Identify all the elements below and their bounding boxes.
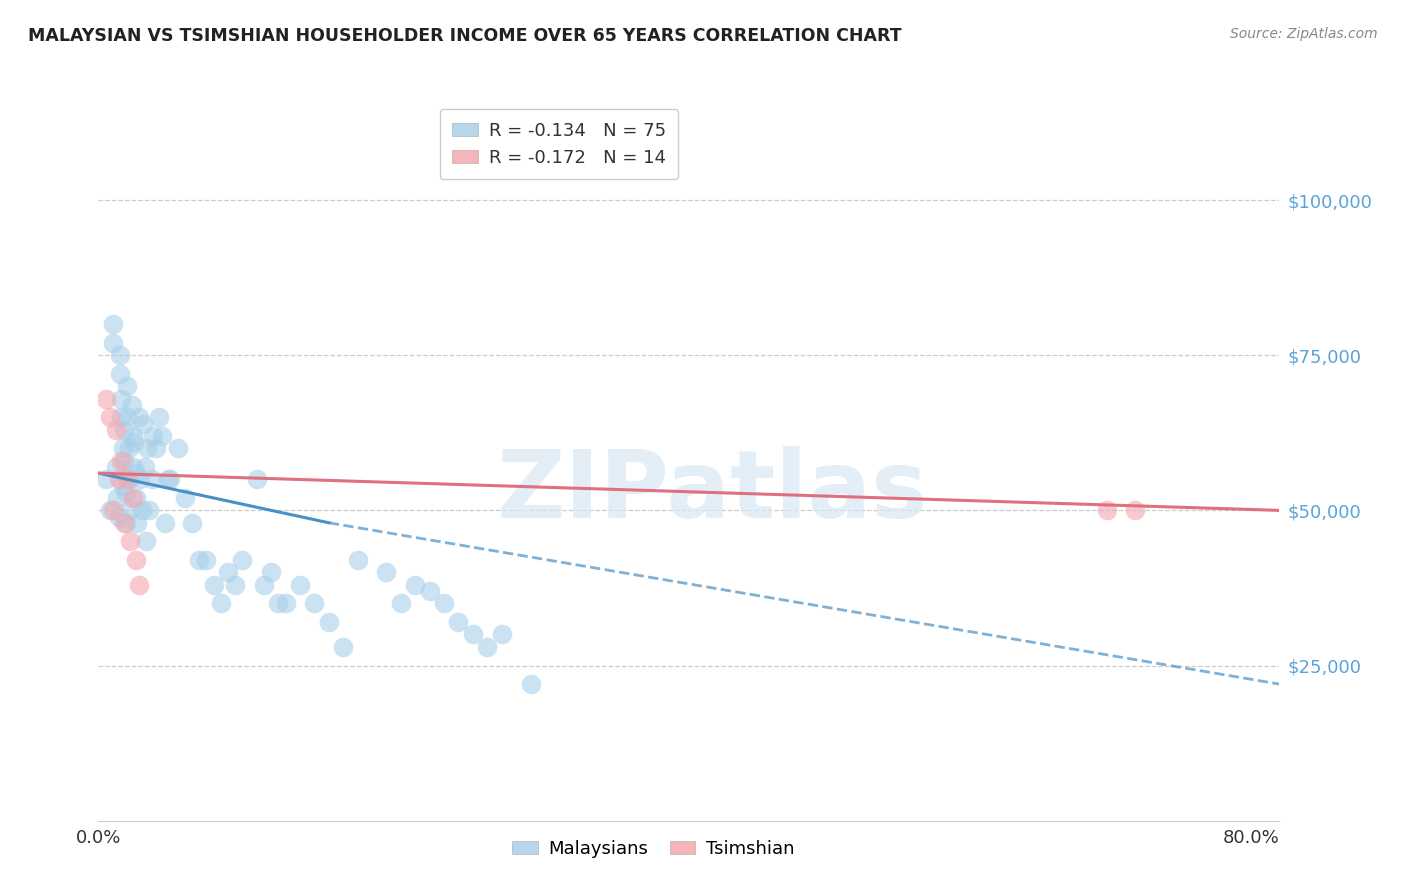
Point — [346, 553, 368, 567]
Point — [267, 597, 290, 611]
Text: ZIPatlas: ZIPatlas — [496, 446, 928, 539]
Point — [404, 578, 426, 592]
Point — [104, 423, 127, 437]
Point — [150, 429, 173, 443]
Point — [181, 516, 204, 530]
Point — [115, 472, 138, 486]
Point — [122, 459, 145, 474]
Point — [110, 392, 132, 406]
Point — [166, 442, 188, 456]
Point — [114, 484, 136, 499]
Point — [519, 677, 541, 691]
Point — [110, 410, 132, 425]
Point — [125, 491, 148, 505]
Point — [173, 491, 195, 505]
Point — [108, 348, 131, 362]
Point — [217, 566, 239, 580]
Point — [159, 472, 181, 486]
Point — [491, 627, 513, 641]
Point — [115, 410, 138, 425]
Point — [112, 454, 135, 468]
Point — [129, 472, 152, 486]
Point — [253, 578, 276, 592]
Point — [1095, 503, 1118, 517]
Point — [104, 459, 127, 474]
Point — [122, 429, 145, 443]
Point — [433, 597, 456, 611]
Point — [142, 429, 165, 443]
Point — [318, 615, 340, 629]
Point — [274, 597, 297, 611]
Point — [188, 553, 211, 567]
Point — [419, 584, 441, 599]
Point — [107, 509, 129, 524]
Point — [101, 503, 124, 517]
Point — [122, 491, 145, 505]
Point — [447, 615, 470, 629]
Point — [127, 516, 149, 530]
Point — [115, 379, 138, 393]
Point — [332, 640, 354, 654]
Point — [148, 410, 170, 425]
Point — [132, 417, 155, 431]
Point — [105, 491, 128, 505]
Text: Source: ZipAtlas.com: Source: ZipAtlas.com — [1230, 27, 1378, 41]
Point — [156, 472, 179, 486]
Point — [118, 442, 141, 456]
Point — [94, 472, 117, 486]
Text: MALAYSIAN VS TSIMSHIAN HOUSEHOLDER INCOME OVER 65 YEARS CORRELATION CHART: MALAYSIAN VS TSIMSHIAN HOUSEHOLDER INCOM… — [28, 27, 901, 45]
Point — [101, 335, 124, 350]
Point — [128, 578, 150, 592]
Point — [110, 454, 132, 468]
Point — [461, 627, 484, 641]
Point — [195, 553, 218, 567]
Point — [121, 398, 143, 412]
Point — [153, 516, 176, 530]
Point — [120, 472, 142, 486]
Point — [202, 578, 225, 592]
Point — [389, 597, 412, 611]
Point — [125, 553, 148, 567]
Point — [375, 566, 398, 580]
Point — [112, 423, 135, 437]
Point — [138, 503, 160, 517]
Point — [145, 442, 167, 456]
Point — [108, 367, 131, 381]
Point — [1125, 503, 1147, 517]
Point — [98, 503, 121, 517]
Point — [120, 503, 142, 517]
Point — [231, 553, 253, 567]
Point — [107, 472, 129, 486]
Point — [94, 392, 117, 406]
Point — [128, 410, 150, 425]
Point — [134, 459, 156, 474]
Point — [131, 503, 153, 517]
Point — [101, 317, 124, 331]
Point — [111, 442, 134, 456]
Point — [246, 472, 269, 486]
Point — [304, 597, 326, 611]
Point — [112, 516, 135, 530]
Point — [135, 534, 157, 549]
Point — [111, 478, 134, 492]
Point — [209, 597, 232, 611]
Point — [224, 578, 246, 592]
Point — [288, 578, 311, 592]
Point — [125, 466, 148, 480]
Point — [114, 516, 136, 530]
Point — [136, 442, 159, 456]
Legend: Malaysians, Tsimshian: Malaysians, Tsimshian — [505, 833, 801, 865]
Point — [120, 534, 142, 549]
Point — [141, 472, 163, 486]
Point — [98, 410, 121, 425]
Point — [124, 435, 146, 450]
Point — [477, 640, 499, 654]
Point — [260, 566, 283, 580]
